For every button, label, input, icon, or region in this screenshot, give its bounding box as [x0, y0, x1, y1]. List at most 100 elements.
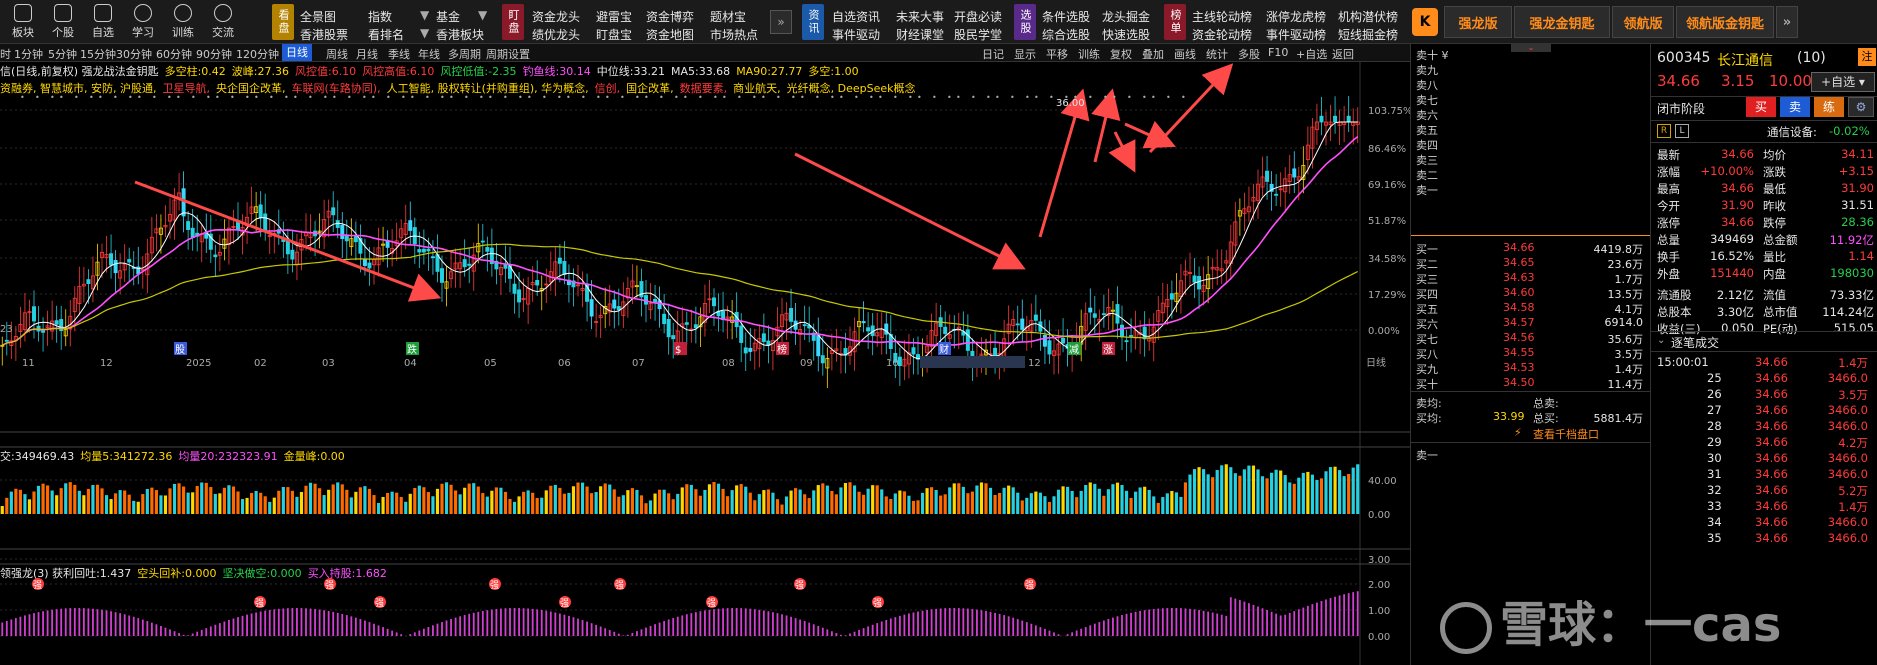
- sell-level-row[interactable]: 卖九: [1416, 64, 1438, 77]
- menu-investor-school[interactable]: 股民学堂: [954, 28, 1003, 42]
- chart-tool-button[interactable]: 复权: [1110, 48, 1132, 61]
- chart-tool-button[interactable]: 多股: [1238, 48, 1260, 61]
- menu-leader-mining[interactable]: 龙头掘金: [1102, 10, 1151, 24]
- chart-tool-button[interactable]: 显示: [1014, 48, 1036, 61]
- period-tab[interactable]: 60分钟: [156, 48, 192, 61]
- buy-level-row[interactable]: 买四 34.60 13.5万: [1416, 286, 1643, 301]
- community-button[interactable]: 交流: [204, 3, 242, 41]
- chart-tool-button[interactable]: 叠加: [1142, 48, 1164, 61]
- add-watchlist-button[interactable]: +自选 ▾: [1811, 72, 1875, 92]
- buy-level-row[interactable]: 买九 34.53 1.4万: [1416, 361, 1643, 376]
- event-mark[interactable]: [674, 342, 687, 355]
- menu-event-driven[interactable]: 事件驱动: [832, 28, 881, 42]
- menu-quick-pick[interactable]: 快速选股: [1102, 28, 1151, 42]
- chart-tool-button[interactable]: 画线: [1174, 48, 1196, 61]
- menu-finance-class[interactable]: 财经课堂: [896, 28, 945, 42]
- period-tab[interactable]: 时: [0, 48, 11, 61]
- menu-limit-up-list[interactable]: 涨停龙虎榜: [1266, 10, 1327, 24]
- chart-tool-button[interactable]: 返回: [1332, 48, 1354, 61]
- buy-level-row[interactable]: 买一 34.66 4419.8万: [1416, 241, 1643, 256]
- menu-event-list[interactable]: 事件驱动榜: [1266, 28, 1327, 42]
- menu-short-term-list[interactable]: 短线掘金榜: [1338, 28, 1399, 42]
- period-tab[interactable]: 日线: [282, 44, 312, 61]
- buy-button[interactable]: 买: [1746, 97, 1776, 117]
- period-tab[interactable]: 120分钟: [236, 48, 279, 61]
- menu-future-events[interactable]: 未来大事: [896, 10, 945, 24]
- menu-hk-sectors[interactable]: 香港板块: [436, 28, 485, 42]
- menu-mainline-list[interactable]: 主线轮动榜: [1192, 10, 1253, 24]
- navigator-key-button[interactable]: 领航版金钥匙: [1676, 6, 1774, 38]
- sell-level-row[interactable]: 卖五: [1416, 124, 1438, 137]
- period-tab[interactable]: 5分钟: [48, 48, 77, 61]
- menu-fund-rotation-list[interactable]: 资金轮动榜: [1192, 28, 1253, 42]
- event-mark[interactable]: [776, 342, 789, 355]
- dropdown-arrow-icon[interactable]: ▼: [478, 8, 488, 22]
- period-tab[interactable]: 周线: [326, 48, 348, 61]
- buy-level-row[interactable]: 买八 34.55 3.5万: [1416, 346, 1643, 361]
- period-tab[interactable]: 年线: [418, 48, 440, 61]
- buy-level-row[interactable]: 买七 34.56 35.6万: [1416, 331, 1643, 346]
- period-tab[interactable]: 周期设置: [486, 48, 530, 61]
- buy-level-row[interactable]: 买十 34.50 11.4万: [1416, 376, 1643, 391]
- period-tab[interactable]: 1分钟: [14, 48, 43, 61]
- sell-level-row[interactable]: 卖六: [1416, 109, 1438, 122]
- kline-chart-area[interactable]: 103.75% 86.46% 69.16% 51.87% 34.58% 17.29% 0.0…: [0, 62, 1410, 665]
- menu-hk-stocks[interactable]: 香港股票: [300, 28, 349, 42]
- period-tab[interactable]: 30分钟: [116, 48, 152, 61]
- chart-tool-button[interactable]: F10: [1268, 46, 1289, 59]
- collapse-icon[interactable]: ⌄: [1657, 335, 1666, 346]
- chart-tool-button[interactable]: 训练: [1078, 48, 1100, 61]
- event-mark[interactable]: [174, 342, 187, 355]
- dropdown-arrow-icon[interactable]: ▼: [420, 8, 430, 22]
- menu-rankings[interactable]: 看排名: [368, 28, 405, 42]
- period-tab[interactable]: 月线: [356, 48, 378, 61]
- sell-level-row[interactable]: 卖四: [1416, 139, 1438, 152]
- note-badge[interactable]: 注: [1858, 48, 1876, 66]
- menu-watch-news[interactable]: 自选资讯: [832, 10, 881, 24]
- practice-button[interactable]: 练: [1814, 97, 1844, 117]
- menu-condition-pick[interactable]: 条件选股: [1042, 10, 1091, 24]
- chart-tool-button[interactable]: 统计: [1206, 48, 1228, 61]
- event-mark[interactable]: [406, 342, 419, 355]
- event-mark[interactable]: [1068, 342, 1081, 355]
- navigator-button[interactable]: 领航版: [1612, 6, 1674, 38]
- period-tab[interactable]: 90分钟: [196, 48, 232, 61]
- menu-quality-leaders[interactable]: 绩优龙头: [532, 28, 581, 42]
- stock-button[interactable]: 个股: [44, 3, 82, 41]
- collapse-chevron-icon[interactable]: »: [770, 10, 792, 34]
- menu-combo-pick[interactable]: 综合选股: [1042, 28, 1091, 42]
- period-tab[interactable]: 15分钟: [80, 48, 116, 61]
- watchlist-button[interactable]: 自选: [84, 3, 122, 41]
- menu-open-reading[interactable]: 开盘必读: [954, 10, 1003, 24]
- l-label[interactable]: L: [1675, 124, 1689, 138]
- sector-button[interactable]: 板块: [4, 3, 42, 41]
- menu-topic-bao[interactable]: 题材宝: [710, 10, 747, 24]
- learn-button[interactable]: 学习: [124, 3, 162, 41]
- buy-level-row[interactable]: 买五 34.58 4.1万: [1416, 301, 1643, 316]
- menu-risk-shield[interactable]: 避雷宝: [596, 10, 633, 24]
- strong-dragon-key-button[interactable]: 强龙金钥匙: [1514, 6, 1610, 38]
- menu-fund-map[interactable]: 资金地图: [646, 28, 695, 42]
- period-tab[interactable]: 多周期: [448, 48, 481, 61]
- sell-level-row[interactable]: 卖三: [1416, 154, 1438, 167]
- strong-dragon-button[interactable]: 强龙版: [1444, 6, 1512, 38]
- menu-panorama[interactable]: 全景图: [300, 10, 337, 24]
- buy-level-row[interactable]: 买六 34.57 6914.0: [1416, 316, 1643, 331]
- more-chevron-icon[interactable]: »: [1776, 6, 1798, 38]
- sell-level-row[interactable]: 卖十 ¥: [1416, 49, 1449, 62]
- menu-fund[interactable]: 基金: [436, 10, 461, 24]
- menu-institution-list[interactable]: 机构潜伏榜: [1338, 10, 1399, 24]
- menu-fund-leaders[interactable]: 资金龙头: [532, 10, 581, 24]
- buy-level-row[interactable]: 买二 34.65 23.6万: [1416, 256, 1643, 271]
- more-depth-link[interactable]: ⚡ 查看千档盘口: [1514, 426, 1599, 441]
- sell-level-row[interactable]: 卖八: [1416, 79, 1438, 92]
- sell-level-row[interactable]: 卖一: [1416, 184, 1438, 197]
- chart-tool-button[interactable]: +自选: [1296, 48, 1328, 61]
- event-mark[interactable]: [938, 342, 951, 355]
- sell-level-row[interactable]: 卖二: [1416, 169, 1438, 182]
- training-button[interactable]: 训练: [164, 3, 202, 41]
- menu-fund-game[interactable]: 资金博弈: [646, 10, 695, 24]
- chart-tool-button[interactable]: 平移: [1046, 48, 1068, 61]
- period-tab[interactable]: 季线: [388, 48, 410, 61]
- menu-monitor-bao[interactable]: 盯盘宝: [596, 28, 633, 42]
